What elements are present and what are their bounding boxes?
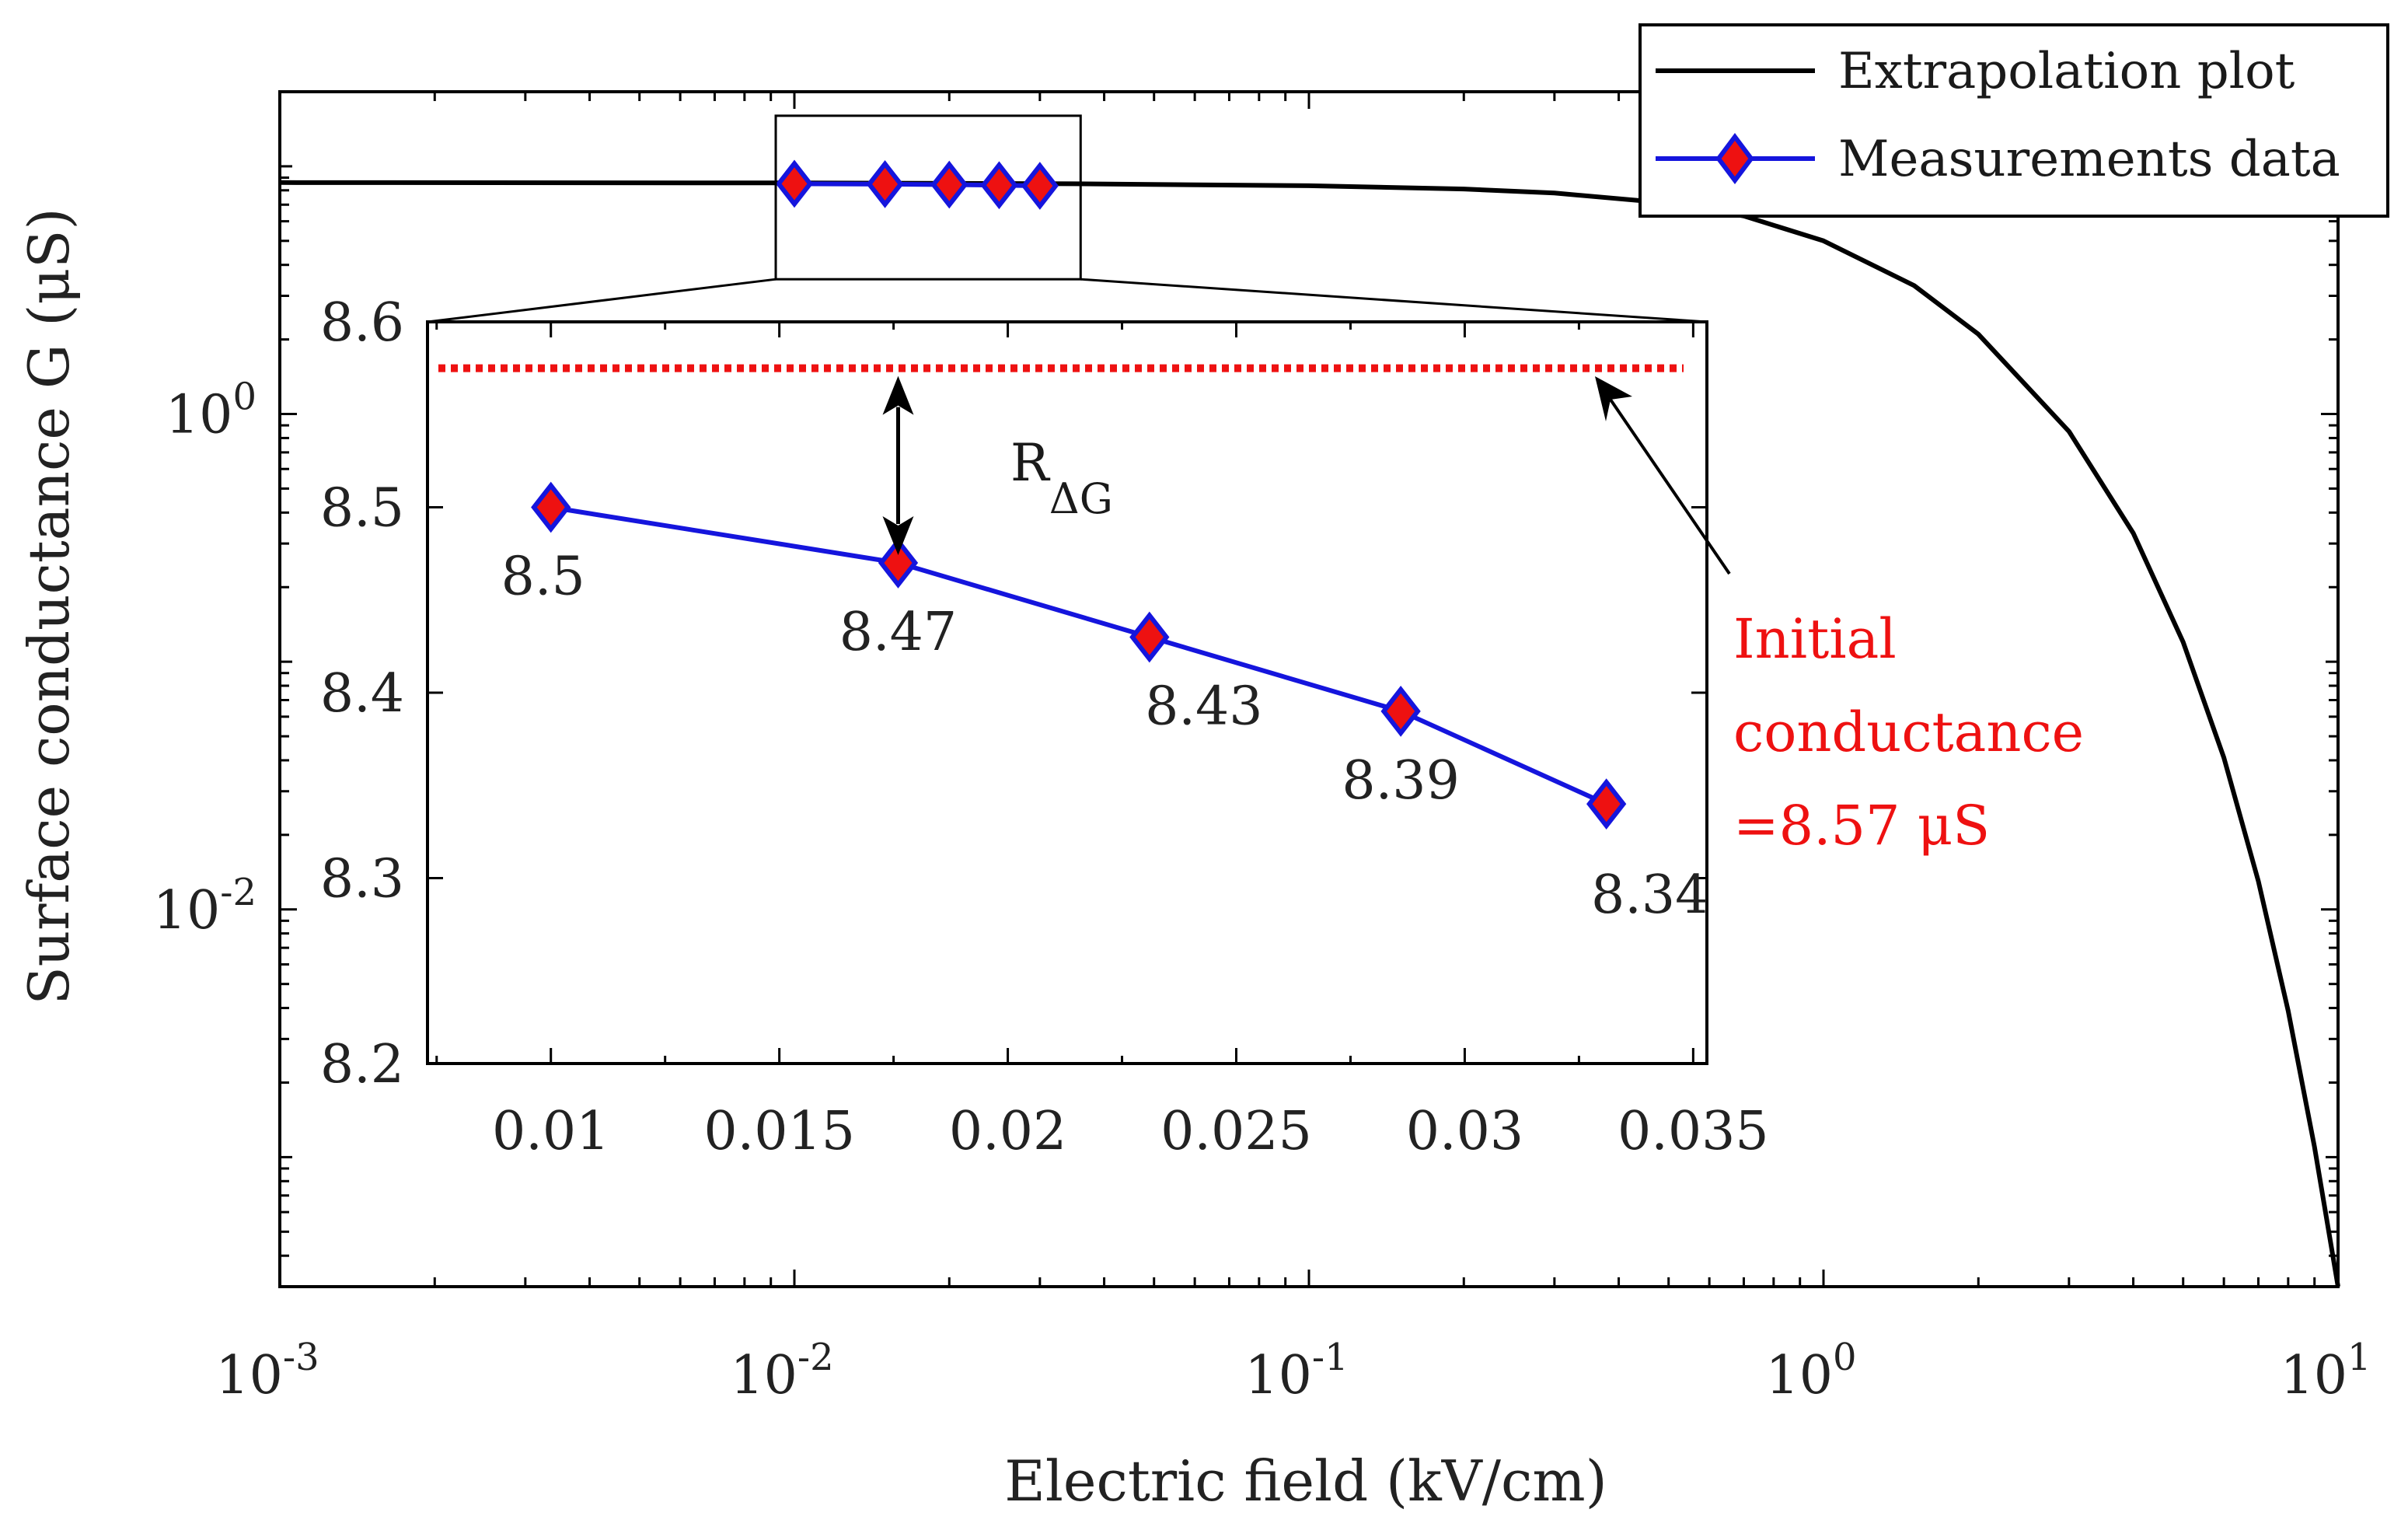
y-tick-label: 10-2 [153,871,257,941]
initial-conductance-line1: Initial [1733,607,1897,671]
inset-y-tick-label: 8.2 [320,1034,404,1095]
initial-conductance-line3: =8.57 μS [1733,794,1990,858]
extrapolation-line [279,180,2340,1287]
inset-measurement-point [878,537,919,589]
r-delta-g-label: RΔG [1010,433,1113,523]
inset-y-tick-label: 8.6 [320,292,404,354]
measurement-point-main [1021,162,1059,210]
legend-label-measurements: Measurements data [1838,131,2340,188]
inset-x-tick-label: 0.015 [703,1101,855,1162]
x-axis-label: Electric field (kV/cm) [1004,1448,1607,1514]
x-tick-label: 10-3 [215,1336,319,1406]
initial-arrow-head [1595,376,1632,421]
measurement-point-main [775,159,814,208]
inset-x-tick-label: 0.035 [1618,1101,1769,1162]
inset-data-label: 8.43 [1145,676,1262,737]
initial-arrow-shaft [1609,398,1731,575]
inset-y-tick-label: 8.3 [320,849,404,910]
measurement-point-main [930,160,968,209]
inset-y-tick-label: 8.4 [320,663,404,725]
inset-measurement-point [1129,611,1170,663]
inset-x-tick-label: 0.025 [1160,1101,1312,1162]
inset-y-tick-label: 8.5 [320,478,404,540]
initial-conductance-line2: conductance [1733,700,2084,764]
inset-measurement-point [1380,685,1421,737]
zoom-connector-right [1080,278,1708,323]
inset-x-tick-label: 0.01 [492,1101,609,1162]
legend-marker-measurements [1715,133,1754,184]
zoom-connector-left [427,278,776,323]
x-tick-label: 10-1 [1244,1336,1348,1406]
legend: Extrapolation plot Measurements data [1638,23,2389,218]
inset-data-label: 8.39 [1342,750,1459,812]
inset-x-tick-label: 0.03 [1406,1101,1523,1162]
y-axis-label: Surface conductance G (μS) [16,208,82,1004]
zoom-box [774,114,1082,281]
r-subscript: ΔG [1049,474,1113,523]
legend-box [1638,23,2389,218]
r-label: R [1010,433,1051,493]
inset-data-label: 8.47 [839,602,957,663]
inset-data-label: 8.5 [501,547,585,608]
main-plot: 10-3 10-2 10-1 100 101 100 10-2 [153,90,2371,1406]
inset-data-label: 8.34 [1591,865,1708,926]
r-delta-g-arrow-head-top [882,376,914,415]
inset-plot: 0.01 0.015 0.02 0.025 0.03 0.035 8.2 8.3 8.4 8.5 8… [320,278,1769,1162]
x-tick-label: 100 [1765,1336,1856,1406]
measurement-point-main [866,160,904,208]
x-tick-label: 10-2 [730,1336,833,1406]
measurement-point-main [980,161,1018,210]
x-tick-label: 101 [2280,1336,2371,1406]
legend-label-extrapolation: Extrapolation plot [1838,43,2295,100]
inset-x-tick-label: 0.02 [949,1101,1066,1162]
inset-axes-box [426,320,1708,1065]
y-tick-label: 100 [166,376,257,446]
inset-measurement-point [531,481,571,533]
inset-measurement-point [1586,778,1627,830]
r-delta-g-arrow-head-bottom [882,516,914,556]
